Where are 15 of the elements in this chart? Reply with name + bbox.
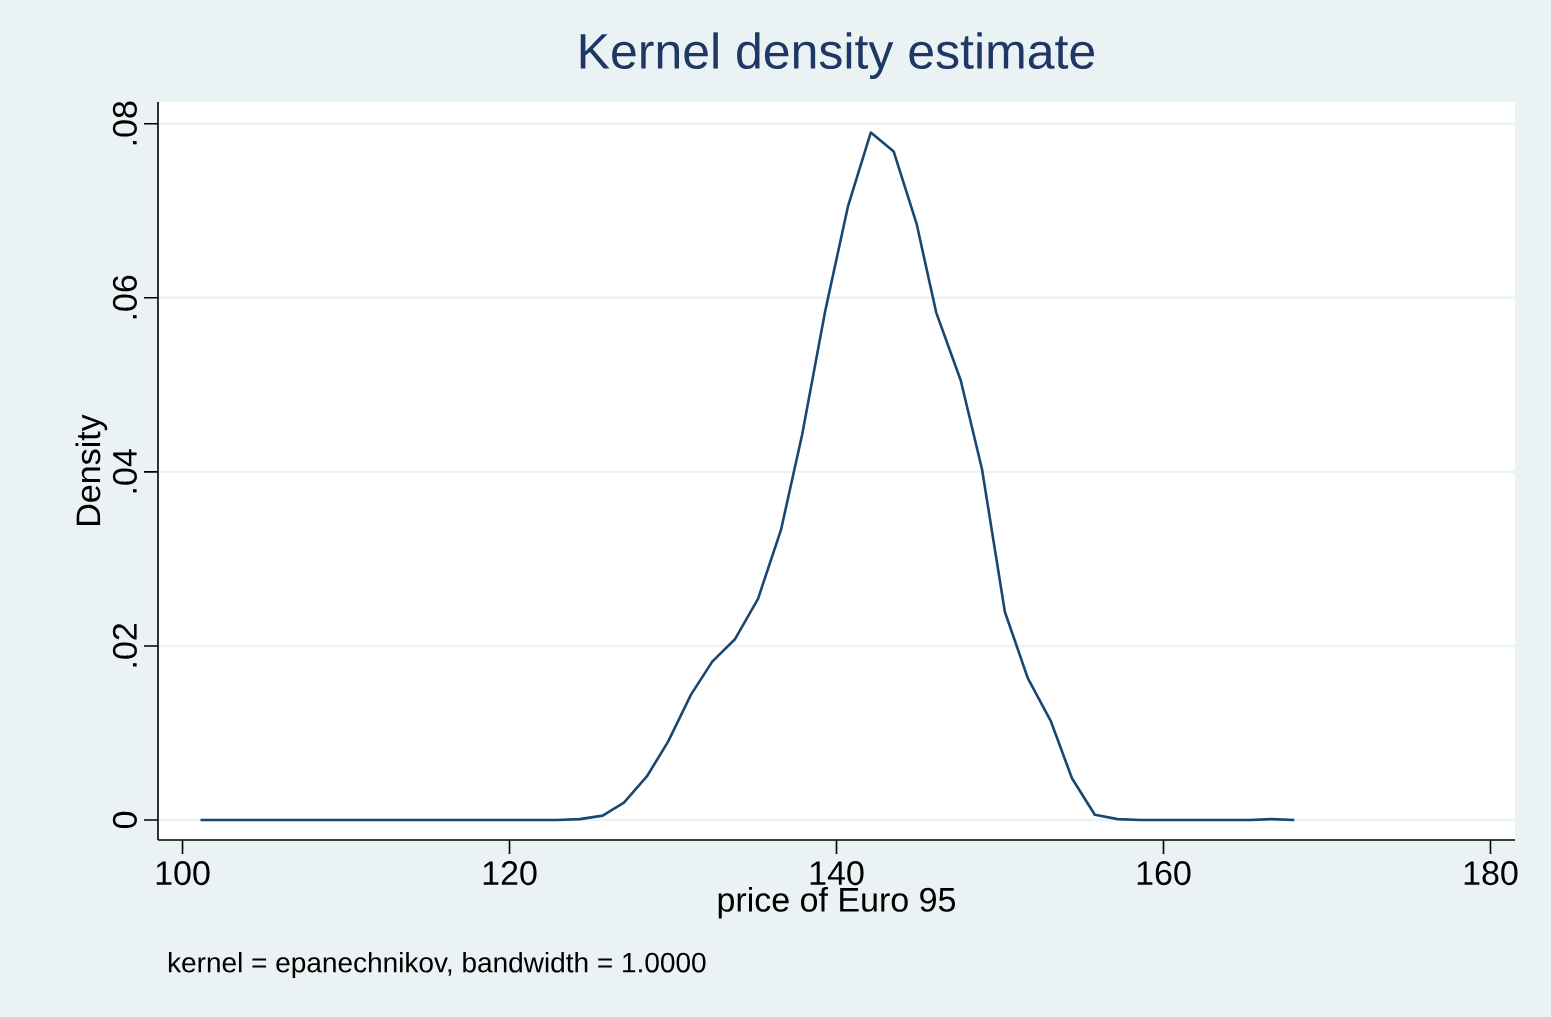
x-axis-title: price of Euro 95 [718, 886, 956, 919]
y-tick-label: .04 [112, 449, 137, 493]
text: kernel = epanechnikov, bandwidth = 1.0000 [168, 951, 706, 979]
x-tick-label: 180 [1464, 861, 1518, 886]
y-tick-label: 0 [112, 811, 137, 829]
x-tick-label: 160 [1137, 861, 1191, 886]
x-tick-label: 120 [483, 861, 537, 886]
line-series [199, 131, 1296, 822]
y-tick-label: .02 [112, 624, 137, 667]
y-axis-title: Density [75, 414, 108, 525]
x-tick-label: 140 [810, 861, 864, 886]
y-tick-label: .06 [112, 275, 137, 319]
x-tick-label: 100 [156, 861, 210, 886]
y-tick-label: .08 [112, 101, 137, 145]
chart-title: Kernel density estimate [580, 32, 1095, 79]
